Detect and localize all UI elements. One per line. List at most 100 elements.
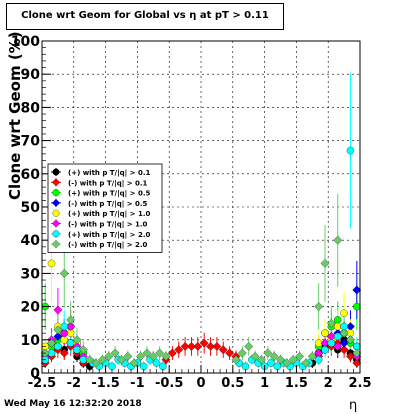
data-point xyxy=(104,351,114,361)
data-point xyxy=(110,348,120,358)
legend-marker xyxy=(51,198,61,207)
data-point xyxy=(339,345,349,355)
data-point xyxy=(66,322,76,331)
data-point xyxy=(333,235,343,245)
data-point xyxy=(59,268,69,278)
x-tick-label: 2 xyxy=(324,376,333,391)
data-point xyxy=(180,342,190,351)
x-tick-label: -0.5 xyxy=(155,376,183,391)
y-tick-label: 20 xyxy=(21,300,41,316)
timestamp: Wed May 16 12:32:20 2018 xyxy=(4,399,142,409)
data-point xyxy=(66,315,76,325)
legend-marker xyxy=(51,219,61,228)
y-tick-label: 60 xyxy=(21,167,41,183)
data-point xyxy=(257,355,266,365)
data-point xyxy=(53,305,63,315)
data-point xyxy=(273,362,282,371)
data-point xyxy=(66,339,75,347)
data-point xyxy=(152,359,161,367)
y-tick-label: 80 xyxy=(21,100,41,116)
legend-marker xyxy=(52,189,60,197)
data-point xyxy=(237,348,247,358)
legend: (+) with p T/|q| > 0.1 (-) with p T/|q| >… xyxy=(47,163,163,253)
data-point xyxy=(155,348,165,358)
data-point xyxy=(321,329,329,337)
data-point xyxy=(72,335,82,345)
chart-title: Clone wrt Geom for Global vs η at pT > 0… xyxy=(21,10,269,21)
data-point xyxy=(167,348,177,358)
legend-entry: (+) with p T/|q| > 2.0 xyxy=(68,231,151,240)
data-point xyxy=(78,345,88,355)
x-tick-label: -1.5 xyxy=(91,376,119,391)
data-point xyxy=(339,328,349,338)
data-point xyxy=(282,358,292,368)
data-point xyxy=(47,338,56,348)
data-points xyxy=(40,146,362,371)
legend-entry: (+) with p T/|q| > 0.1 xyxy=(68,169,151,178)
data-point xyxy=(159,362,167,371)
legend-entry: (-) with p T/|q| > 2.0 xyxy=(68,241,148,250)
data-point xyxy=(346,335,355,345)
data-point xyxy=(333,316,342,324)
data-point xyxy=(53,325,63,335)
data-point xyxy=(59,328,69,338)
data-point xyxy=(206,342,215,351)
data-point xyxy=(307,351,317,361)
data-point xyxy=(320,259,330,268)
x-tick-label: 0.5 xyxy=(221,376,244,391)
data-point xyxy=(288,355,298,365)
data-point xyxy=(142,348,152,358)
legend-entry: (-) with p T/|q| > 1.0 xyxy=(68,221,148,230)
data-point xyxy=(187,342,196,351)
y-axis-label: Clone wrt Geom (%) xyxy=(6,31,24,200)
x-tick-label: 1 xyxy=(260,376,269,391)
data-point xyxy=(47,259,56,268)
data-point xyxy=(225,348,235,358)
legend-marker xyxy=(52,209,60,217)
data-point xyxy=(212,342,222,351)
data-point xyxy=(148,351,158,361)
data-point xyxy=(161,351,171,361)
legend-marker xyxy=(52,168,60,176)
data-point xyxy=(244,342,254,351)
data-point xyxy=(333,332,342,341)
data-point xyxy=(339,338,349,348)
data-point xyxy=(276,355,285,365)
y-tick-label: 40 xyxy=(21,233,41,249)
legend-box xyxy=(47,163,163,253)
data-point xyxy=(267,359,275,367)
data-point xyxy=(340,309,348,317)
data-point xyxy=(91,358,101,368)
data-point xyxy=(54,342,62,351)
data-point xyxy=(53,332,63,341)
data-point xyxy=(326,318,336,328)
y-tick-label: 70 xyxy=(21,134,41,150)
y-tick-label: 90 xyxy=(21,67,41,83)
legend-marker xyxy=(51,178,61,187)
data-point xyxy=(193,342,203,351)
y-tick-label: 10 xyxy=(21,333,41,349)
data-point xyxy=(327,339,336,347)
data-point xyxy=(59,348,69,358)
legend-marker xyxy=(51,240,61,249)
data-point xyxy=(117,355,126,365)
data-point xyxy=(199,338,209,348)
x-tick-label: 1.5 xyxy=(285,376,308,391)
data-point xyxy=(231,355,241,365)
data-point xyxy=(301,358,311,368)
data-point xyxy=(295,351,304,361)
y-tick-label: 0 xyxy=(30,366,40,382)
data-point xyxy=(314,355,323,364)
data-point xyxy=(136,351,145,361)
x-tick-label: -2 xyxy=(67,376,81,391)
x-tick-label: 0 xyxy=(196,376,205,391)
data-point xyxy=(333,342,343,351)
data-point xyxy=(241,362,250,371)
axis-ticks: -2.5 -2 -1.5 -1 -0.5 0 0.5 1 1.5 2 2.5 0 10 20 30 40 50 6… xyxy=(11,34,372,391)
chart-title-box: Clone wrt Geom for Global vs η at pT > 0… xyxy=(6,3,284,30)
data-point xyxy=(108,362,116,371)
data-point xyxy=(123,351,133,361)
data-point xyxy=(60,322,69,331)
legend-marker xyxy=(52,230,60,238)
